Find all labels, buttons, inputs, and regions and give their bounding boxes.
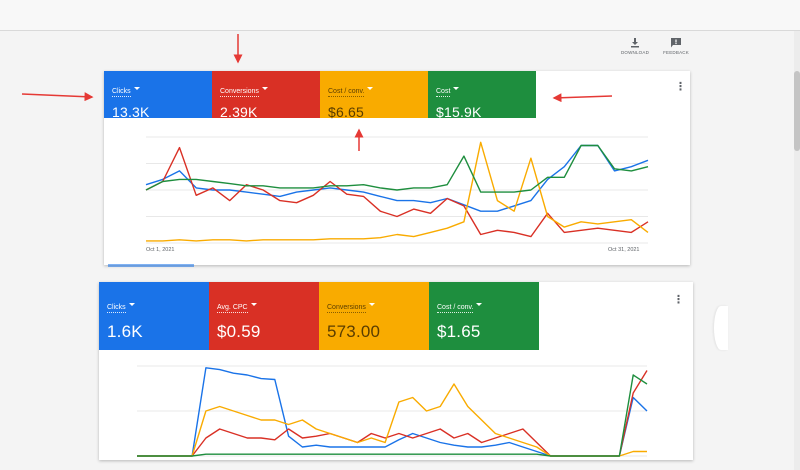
series-line-4 — [145, 144, 649, 193]
side-panel-handle[interactable] — [714, 306, 728, 350]
dropdown-caret-icon — [250, 303, 257, 307]
line-chart-1 — [145, 136, 649, 244]
metric-label: Conversions — [327, 304, 366, 313]
feedback-button[interactable]: FEEDBACK — [656, 38, 696, 55]
metric-label: Cost / conv. — [437, 304, 474, 313]
metric-label: Cost — [436, 88, 451, 97]
metric-value: $0.59 — [217, 322, 261, 341]
metric-tile-clicks[interactable]: Clicks 13.3K — [104, 71, 212, 120]
metric-value: $6.65 — [328, 104, 365, 120]
page-scrollbar[interactable] — [794, 31, 800, 470]
series-line-1 — [145, 144, 649, 212]
line-chart-2 — [137, 365, 648, 457]
metric-value: 13.3K — [112, 104, 150, 120]
download-icon — [631, 38, 639, 48]
performance-card-2: Clicks 1.6K Avg. CPC $0.59 Conversions 5… — [99, 282, 693, 460]
feedback-label: FEEDBACK — [663, 50, 689, 55]
series-line-2 — [145, 146, 649, 238]
more-options-icon[interactable]: ⋮ — [675, 81, 686, 93]
metric-label: Cost / conv. — [328, 88, 365, 97]
metric-tile-clicks[interactable]: Clicks 1.6K — [99, 282, 209, 350]
series-line-4 — [137, 374, 648, 457]
metric-label: Clicks — [112, 88, 131, 97]
x-axis-start-label: Oct 1, 2021 — [146, 247, 175, 253]
metric-value: 1.6K — [107, 322, 143, 341]
tab-indicator — [108, 264, 194, 267]
feedback-icon — [671, 38, 681, 48]
metric-tile-cost-per-conv[interactable]: Cost / conv. $6.65 — [320, 71, 428, 120]
metric-tile-conversions[interactable]: Conversions 2.39K — [212, 71, 320, 120]
dropdown-caret-icon — [368, 303, 375, 307]
metric-label: Conversions — [220, 88, 259, 97]
metric-tile-cost[interactable]: Cost $15.9K — [428, 71, 536, 120]
metric-label: Avg. CPC — [217, 304, 248, 313]
download-button[interactable]: DOWNLOAD — [615, 38, 655, 55]
performance-card-1: Clicks 13.3K Conversions 2.39K Cost / co… — [104, 71, 690, 265]
metric-tile-cost-per-conv[interactable]: Cost / conv. $1.65 — [429, 282, 539, 350]
metric-tile-avg-cpc[interactable]: Avg. CPC $0.59 — [209, 282, 319, 350]
metric-tile-conversions[interactable]: Conversions 573.00 — [319, 282, 429, 350]
dropdown-caret-icon — [128, 303, 135, 307]
more-options-icon[interactable]: ⋮ — [673, 294, 684, 306]
scrollbar-thumb[interactable] — [794, 71, 800, 151]
metric-value: 573.00 — [327, 322, 381, 341]
top-bar — [0, 0, 800, 31]
metric-value: $15.9K — [436, 104, 482, 120]
dropdown-caret-icon — [453, 87, 460, 91]
metric-tiles-1: Clicks 13.3K Conversions 2.39K Cost / co… — [104, 71, 536, 120]
dropdown-caret-icon — [367, 87, 374, 91]
series-line-3 — [146, 141, 649, 242]
dropdown-caret-icon — [261, 87, 268, 91]
annotation-arrow-left — [21, 92, 94, 102]
dropdown-caret-icon — [133, 87, 140, 91]
annotation-arrow-right — [552, 93, 613, 103]
metric-tiles-2: Clicks 1.6K Avg. CPC $0.59 Conversions 5… — [99, 282, 539, 350]
metric-value: $1.65 — [437, 322, 481, 341]
metric-label: Clicks — [107, 304, 126, 313]
x-axis-end-label: Oct 31, 2021 — [608, 247, 640, 253]
dropdown-caret-icon — [476, 303, 483, 307]
download-label: DOWNLOAD — [620, 50, 650, 55]
metric-value: 2.39K — [220, 104, 258, 120]
